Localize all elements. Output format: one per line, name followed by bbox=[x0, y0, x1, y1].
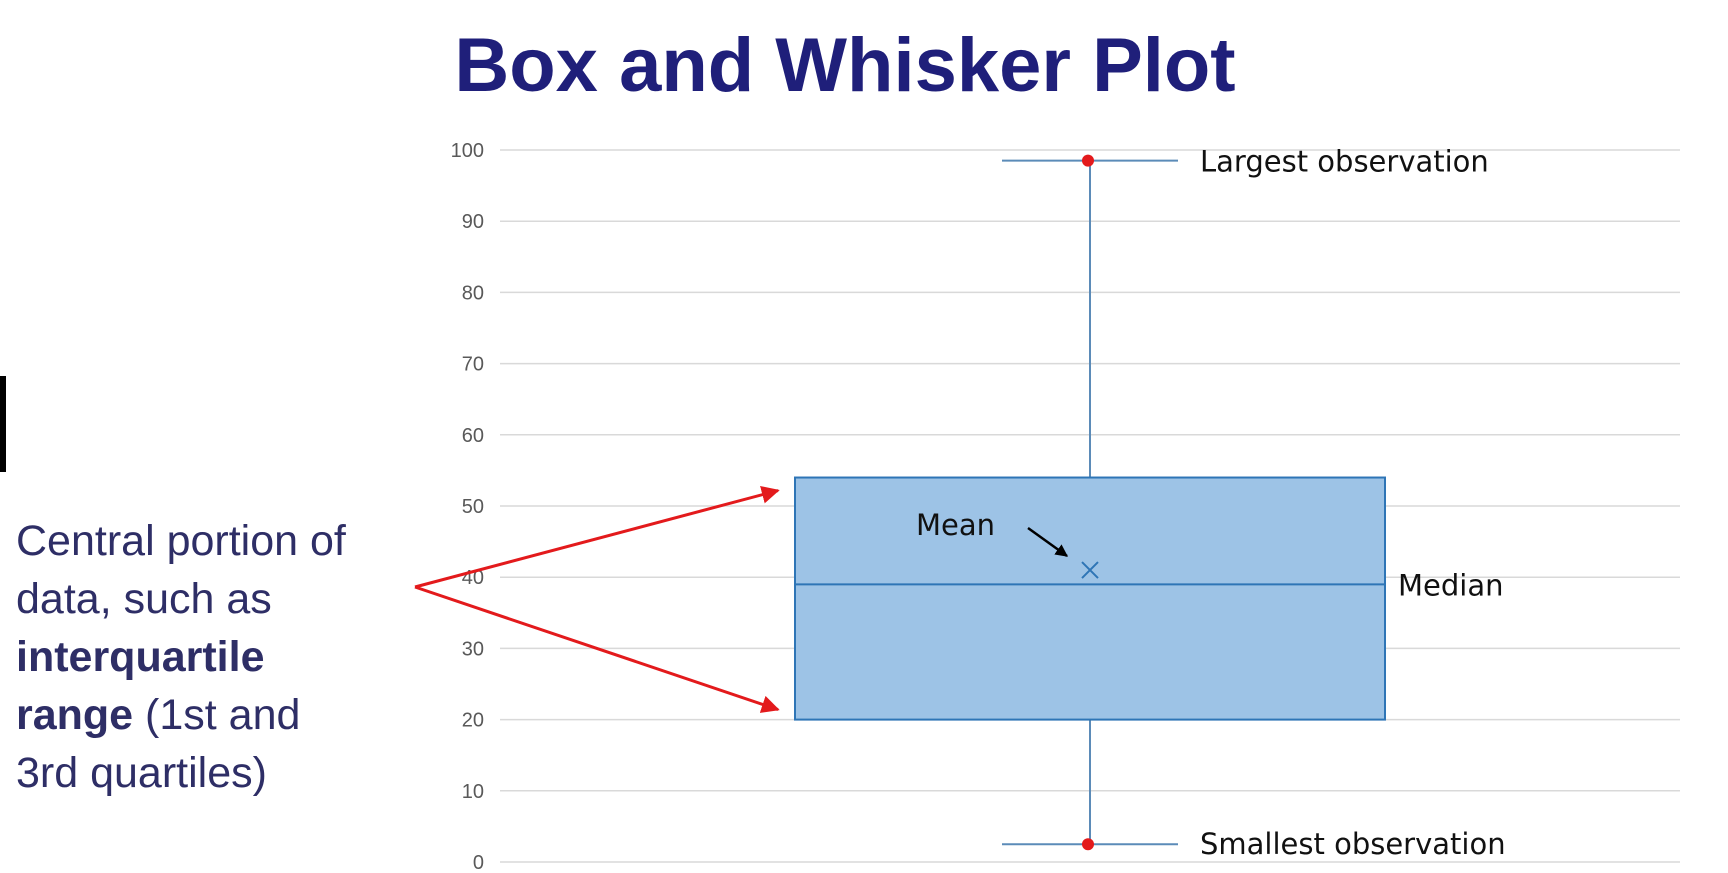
iqr-box bbox=[794, 476, 1386, 721]
mean-label: Mean bbox=[916, 508, 995, 542]
side-note-line-3: interquartile bbox=[16, 628, 416, 686]
y-tick-label-10: 10 bbox=[462, 781, 484, 803]
y-tick-label-0: 0 bbox=[473, 852, 484, 873]
y-tick-label-90: 90 bbox=[462, 211, 484, 233]
side-note-bold-2: range bbox=[16, 691, 134, 739]
side-note-bold-1: interquartile bbox=[16, 633, 265, 681]
max-point bbox=[1082, 154, 1094, 167]
side-note-rest-2: (1st and bbox=[133, 691, 301, 739]
side-note-line-2: data, such as bbox=[16, 575, 272, 623]
max-label: Largest observation bbox=[1200, 145, 1489, 179]
y-tick-label-80: 80 bbox=[462, 282, 484, 304]
y-tick-label-60: 60 bbox=[462, 425, 484, 447]
min-label: Smallest observation bbox=[1200, 827, 1506, 861]
mean-arrow bbox=[1027, 526, 1069, 558]
y-tick-label-20: 20 bbox=[462, 710, 484, 732]
q3-pointer-arrow bbox=[414, 485, 780, 589]
y-tick-label-100: 100 bbox=[451, 140, 484, 162]
median-label: Median bbox=[1398, 568, 1503, 602]
mean-marker bbox=[1081, 561, 1099, 579]
page-title: Box and Whisker Plot bbox=[454, 23, 1236, 108]
side-note: Central portion of data, such as interqu… bbox=[16, 512, 416, 802]
side-note-line-4: range (1st and bbox=[16, 686, 416, 744]
y-tick-label-30: 30 bbox=[462, 638, 484, 660]
side-note-line-1: Central portion of bbox=[16, 517, 346, 565]
min-point bbox=[1082, 838, 1094, 851]
y-tick-label-70: 70 bbox=[462, 354, 484, 376]
y-tick-label-50: 50 bbox=[462, 496, 484, 518]
q1-pointer-arrow bbox=[414, 585, 780, 713]
edge-marker bbox=[0, 376, 6, 472]
side-note-line-5: 3rd quartiles) bbox=[16, 749, 267, 797]
